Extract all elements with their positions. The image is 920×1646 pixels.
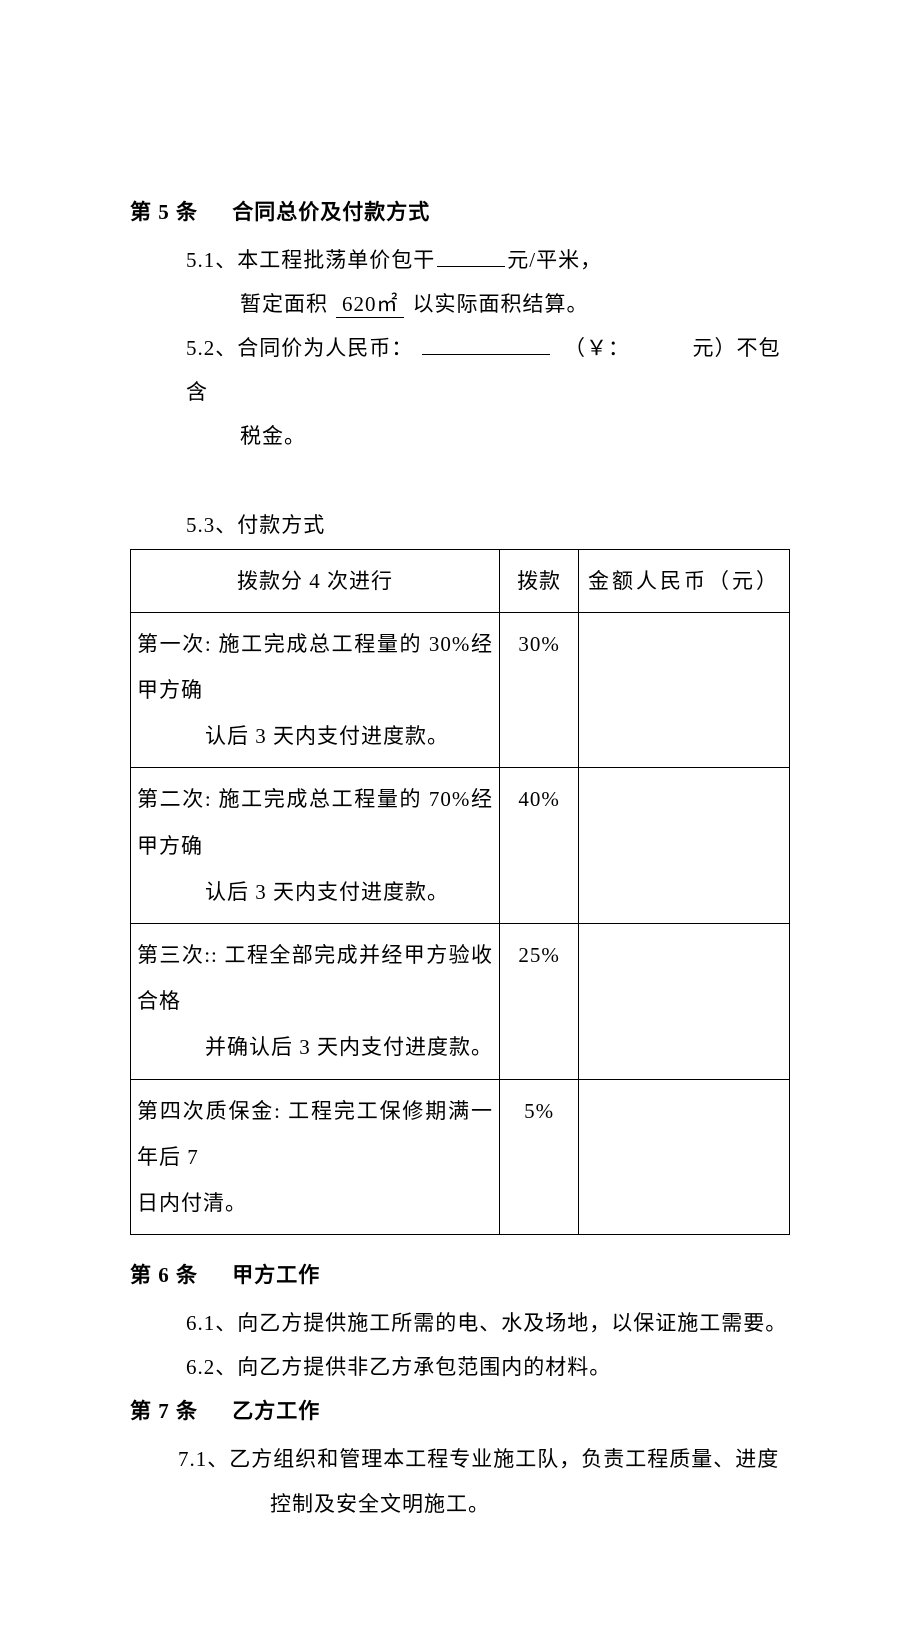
row4-desc-l2: 日内付清。 — [137, 1180, 493, 1226]
article-6-label: 第 6 条 — [130, 1263, 198, 1287]
article-5-title: 合同总价及付款方式 — [232, 200, 430, 224]
row3-desc: 第三次:: 工程全部完成并经甲方验收合格 并确认后 3 天内支付进度款。 — [131, 923, 500, 1079]
clause-5-2-cont-text: 税金。 — [240, 424, 306, 448]
table-header-pct: 拨款 — [500, 549, 579, 612]
clause-5-1b-suffix: 以实际面积结算。 — [413, 292, 589, 316]
clause-5-3-text: 5.3、付款方式 — [186, 513, 325, 537]
article-6-heading: 第 6 条 甲方工作 — [130, 1253, 790, 1297]
unit-price-blank — [437, 266, 505, 267]
row1-desc: 第一次: 施工完成总工程量的 30%经甲方确 认后 3 天内支付进度款。 — [131, 612, 500, 768]
spacer — [130, 459, 790, 503]
table-row: 第三次:: 工程全部完成并经甲方验收合格 并确认后 3 天内支付进度款。 25% — [131, 923, 790, 1079]
row4-desc-l1: 第四次质保金: 工程完工保修期满一年后 7 — [137, 1099, 493, 1169]
clause-5-1b-prefix: 暂定面积 — [240, 292, 328, 316]
article-7-title: 乙方工作 — [232, 1399, 320, 1423]
row2-pct: 40% — [500, 768, 579, 924]
article-7-heading: 第 7 条 乙方工作 — [130, 1389, 790, 1433]
table-header-row: 拨款分 4 次进行 拨款 金额人民币（元） — [131, 549, 790, 612]
row3-desc-l1: 第三次:: 工程全部完成并经甲方验收合格 — [137, 943, 493, 1013]
table-header-amount: 金额人民币（元） — [579, 549, 790, 612]
row1-amount — [579, 612, 790, 768]
row1-desc-l1: 第一次: 施工完成总工程量的 30%经甲方确 — [137, 632, 493, 702]
row4-amount — [579, 1079, 790, 1235]
article-7-clause-1-l1: 7.1、乙方组织和管理本工程专业施工队，负责工程质量、进度 — [178, 1447, 779, 1471]
table-row: 第二次: 施工完成总工程量的 70%经甲方确 认后 3 天内支付进度款。 40% — [131, 768, 790, 924]
spacer — [130, 1235, 790, 1253]
article-6-clause-1: 6.1、向乙方提供施工所需的电、水及场地，以保证施工需要。 — [130, 1301, 790, 1345]
clause-5-2-mid: （￥： — [564, 336, 630, 360]
row4-pct: 5% — [500, 1079, 579, 1235]
row4-desc: 第四次质保金: 工程完工保修期满一年后 7 日内付清。 — [131, 1079, 500, 1235]
clause-5-1-prefix: 5.1、本工程批荡单价包干 — [186, 248, 435, 272]
row2-desc-l2: 认后 3 天内支付进度款。 — [137, 869, 493, 915]
article-5-clause-2-cont: 税金。 — [130, 414, 790, 458]
table-header-desc: 拨款分 4 次进行 — [131, 549, 500, 612]
contract-price-blank — [422, 354, 550, 355]
article-5-clause-2: 5.2、合同价为人民币： （￥： 元）不包含 — [130, 326, 790, 414]
table-row: 第四次质保金: 工程完工保修期满一年后 7 日内付清。 5% — [131, 1079, 790, 1235]
row3-pct: 25% — [500, 923, 579, 1079]
row2-desc: 第二次: 施工完成总工程量的 70%经甲方确 认后 3 天内支付进度款。 — [131, 768, 500, 924]
article-7-label: 第 7 条 — [130, 1399, 198, 1423]
article-6-title: 甲方工作 — [232, 1263, 320, 1287]
payment-schedule-table: 拨款分 4 次进行 拨款 金额人民币（元） 第一次: 施工完成总工程量的 30%… — [130, 549, 790, 1235]
article-5-clause-1: 5.1、本工程批荡单价包干 元/平米， — [130, 238, 790, 282]
clause-5-2-prefix: 5.2、合同价为人民币： — [186, 336, 413, 360]
row2-amount — [579, 768, 790, 924]
article-5-clause-1b: 暂定面积 620㎡ 以实际面积结算。 — [130, 282, 790, 326]
table-row: 第一次: 施工完成总工程量的 30%经甲方确 认后 3 天内支付进度款。 30% — [131, 612, 790, 768]
article-7-clause-1: 7.1、乙方组织和管理本工程专业施工队，负责工程质量、进度 控制及安全文明施工。 — [130, 1437, 790, 1525]
article-5-clause-3: 5.3、付款方式 — [130, 503, 790, 547]
row3-desc-l2: 并确认后 3 天内支付进度款。 — [137, 1024, 493, 1070]
row1-pct: 30% — [500, 612, 579, 768]
article-5-label: 第 5 条 — [130, 200, 198, 224]
row1-desc-l2: 认后 3 天内支付进度款。 — [137, 713, 493, 759]
article-6-clause-2: 6.2、向乙方提供非乙方承包范围内的材料。 — [130, 1345, 790, 1389]
clause-5-1-suffix: 元/平米， — [507, 248, 602, 272]
article-7-clause-1-l2: 控制及安全文明施工。 — [178, 1482, 790, 1526]
row3-amount — [579, 923, 790, 1079]
area-value: 620㎡ — [336, 292, 404, 318]
row2-desc-l1: 第二次: 施工完成总工程量的 70%经甲方确 — [137, 787, 493, 857]
article-5-heading: 第 5 条 合同总价及付款方式 — [130, 190, 790, 234]
